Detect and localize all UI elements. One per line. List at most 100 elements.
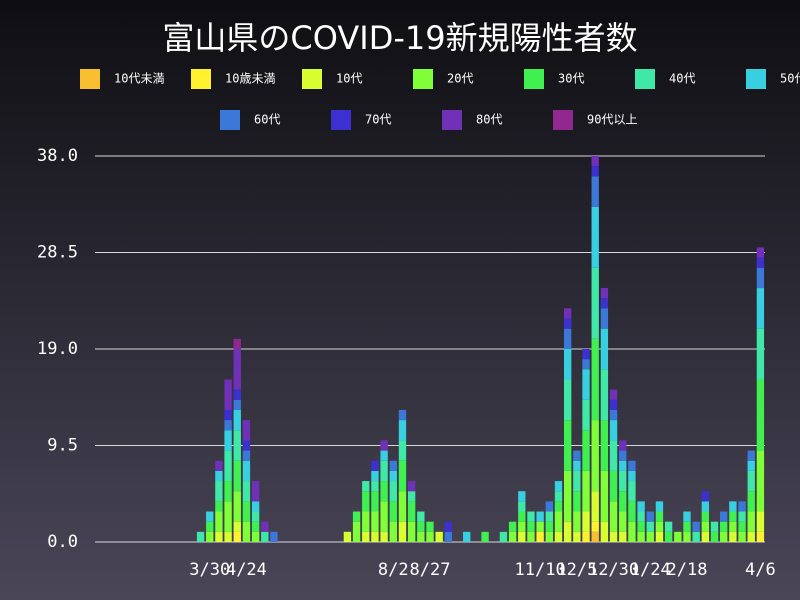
bar-segment [756,328,765,380]
bar-segment [646,521,654,532]
bar-segment [224,450,232,482]
bar-segment [215,511,223,532]
bar-segment [242,521,251,542]
bar-segment [444,531,453,542]
bar-segment [591,206,599,268]
bar-segment [233,460,241,492]
bar-segment [545,531,553,542]
bar-segment [747,470,755,492]
bar-segment [536,531,544,542]
bar-segment [591,531,599,542]
bar-segment [224,420,232,431]
bar-segment [637,521,645,532]
legend-swatch [746,69,766,89]
bar-segment [352,511,361,522]
bar-segment [710,531,719,542]
bar-segment [729,521,737,532]
legend-label: 50代 [780,72,800,86]
bar-segment [756,257,765,268]
bar-segment [655,531,664,542]
bar-segment [554,491,563,502]
x-tick-label: 1/24 [630,560,671,580]
bar-segment [756,511,765,532]
legend-swatch [331,110,351,130]
bar-segment [756,247,765,258]
bar-segment [729,511,737,522]
bar-segment [251,521,260,532]
bar-segment [609,409,618,421]
legend-swatch [302,69,322,89]
legend-swatch [524,69,544,89]
bar-segment [508,521,517,532]
bar-segment [619,531,627,542]
bar-segment [215,531,223,542]
bar-segment [756,531,765,542]
bar-segment [417,521,425,532]
bar-segment [233,521,241,532]
y-tick-label: 38.0 [37,146,78,166]
bar-segment [389,521,397,542]
bar-segment [701,521,710,532]
bar-segment [582,349,590,360]
bar-segment [251,501,260,512]
bar-segment [389,470,397,482]
legend-label: 90代以上 [587,113,637,127]
legend-label: 60代 [254,113,280,127]
x-tick-label: 4/6 [745,560,776,580]
bar-segment [701,491,710,502]
bar-segment [251,511,260,522]
bar-segment [554,531,563,542]
bar-segment [426,531,434,542]
bar-segment [600,470,609,522]
bar-segment [251,481,260,502]
bar-segment [701,511,710,522]
bar-segment [233,389,241,400]
bar-segment [701,531,710,542]
legend-label: 10歳未満 [225,72,275,86]
bar-segment [591,166,599,177]
x-tick-label: 8/27 [410,560,451,580]
y-tick-label: 19.0 [37,339,78,359]
bar-segment [371,481,379,492]
bar-segment [536,521,544,532]
bar-segment [582,531,590,542]
bar-segment [206,511,214,522]
bar-segment [756,267,765,289]
bar-segment [215,501,223,512]
bar-segment [398,420,407,441]
bar-segment [417,531,425,542]
bar-segment [270,531,278,542]
bar-segment [343,531,352,542]
bar-segment [747,450,755,461]
bar-segment [582,399,590,431]
bar-segment [747,491,755,512]
bar-segment [251,531,260,542]
bar-segment [573,470,581,492]
bar-segment [573,491,581,512]
bar-segment [371,470,379,482]
bar-segment [609,389,618,400]
bar-segment [398,440,407,461]
bar-segment [380,481,388,502]
bar-segment [508,531,517,542]
bar-segment [196,531,205,542]
bar-segment [619,460,627,471]
legend-swatch [635,69,655,89]
x-tick-label: 2/18 [667,560,708,580]
bar-segment [591,267,599,339]
bar-segment [664,531,673,542]
bar-segment [655,511,664,522]
bar-segment [628,481,636,502]
bar-segment [628,470,636,482]
bar-segment [637,501,645,512]
bar-segment [747,460,755,471]
bar-segment [664,521,673,532]
bar-segment [628,521,636,542]
bar-segment [591,491,599,522]
legend-swatch [442,110,462,130]
bar-segment [554,511,563,532]
bar-segment [564,420,572,471]
bar-segment [609,531,618,542]
bar-segment [362,491,370,512]
bar-segment [600,298,609,309]
